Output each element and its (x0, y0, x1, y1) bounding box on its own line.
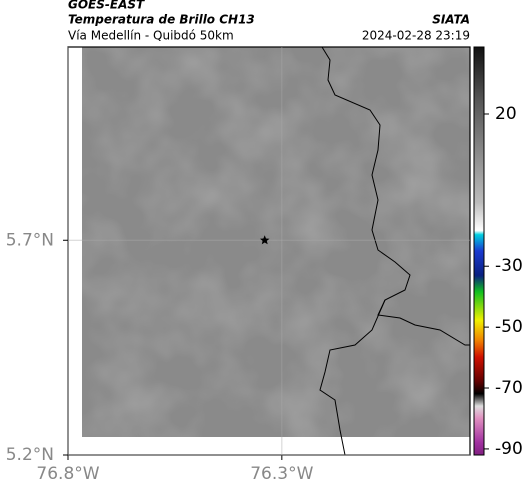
cloud-texture (82, 47, 470, 437)
colorbar-label: -30 (495, 256, 523, 276)
colorbar-label: 20 (495, 104, 517, 124)
location-marker (260, 235, 270, 245)
border-line (321, 46, 470, 346)
satellite: GOES-EAST (68, 0, 145, 12)
colorbar-label: -90 (495, 439, 523, 459)
x-tick-label: 76.8°W (36, 464, 99, 484)
border-line (319, 299, 386, 456)
colorbar-label: -70 (495, 378, 523, 398)
y-tick-label: 5.7°N (6, 230, 54, 250)
colorbar (473, 46, 485, 456)
y-tick-label: 5.2°N (6, 445, 54, 465)
x-tick-label: 76.3°W (250, 464, 313, 484)
region: Vía Medellín - Quibdó 50km (68, 29, 234, 43)
colorbar-label: -50 (495, 317, 523, 337)
datetime: 2024-02-28 23:19 (362, 29, 470, 43)
product: Temperatura de Brillo CH13 (68, 13, 255, 27)
source: SIATA (432, 13, 470, 27)
